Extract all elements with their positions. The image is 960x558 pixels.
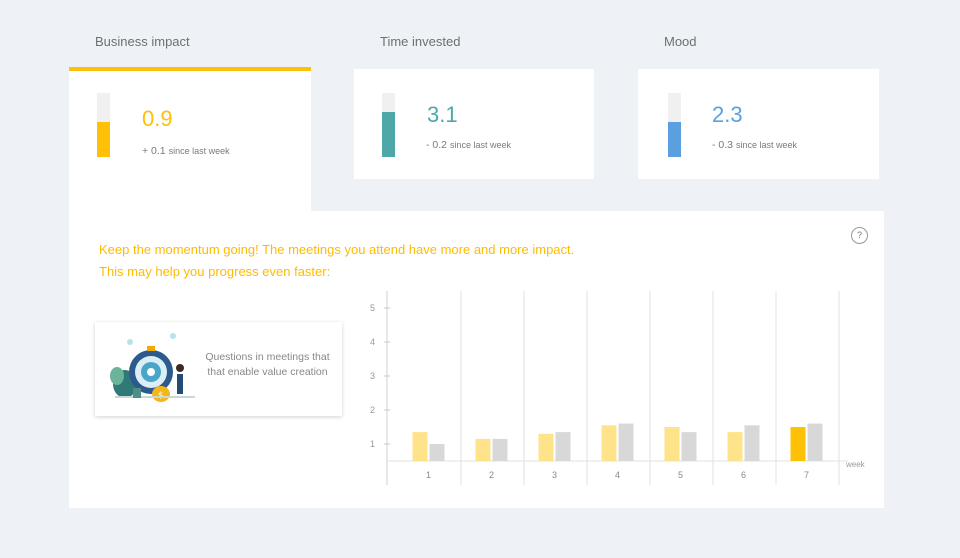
mood-value: 2.3 — [712, 102, 743, 127]
bar-comparison-week-1 — [429, 444, 445, 461]
bar-comparison-week-5 — [681, 432, 697, 461]
x-tick-label: 7 — [804, 470, 809, 480]
business-impact-meter-fill — [97, 121, 110, 157]
help-icon[interactable]: ? — [851, 227, 868, 244]
bar-current-week-6 — [727, 432, 743, 461]
bar-current-week-1 — [412, 432, 428, 461]
y-tick-label: 2 — [370, 405, 375, 415]
x-axis-label: week — [845, 460, 866, 469]
mood-meter — [668, 93, 681, 157]
y-tick-label: 4 — [370, 337, 375, 347]
bar-comparison-week-3 — [555, 432, 571, 461]
x-tick-label: 2 — [489, 470, 494, 480]
weekly-bar-chart: 1 2 3 4 5 1 2 3 4 5 6 7 week — [370, 291, 866, 485]
y-tick-label: 3 — [370, 371, 375, 381]
tab-time-invested[interactable]: Time invested — [380, 34, 461, 49]
bar-current-week-4 — [601, 425, 617, 461]
active-tab-indicator — [69, 67, 311, 71]
business-impact-delta: + 0.1 since last week — [142, 145, 230, 157]
business-impact-card[interactable]: 0.9 + 0.1 since last week — [69, 70, 311, 200]
time-invested-delta: - 0.2 since last week — [426, 139, 511, 151]
x-tick-label: 5 — [678, 470, 683, 480]
time-invested-meter-fill — [382, 112, 395, 157]
mood-meter-fill — [668, 121, 681, 157]
mood-card[interactable]: 2.3 - 0.3 since last week — [638, 69, 879, 179]
suggestion-card[interactable]: $ Questions in meetings that that enable… — [95, 322, 342, 416]
x-tick-label: 1 — [426, 470, 431, 480]
x-tick-label: 6 — [741, 470, 746, 480]
tab-mood[interactable]: Mood — [664, 34, 697, 49]
bar-comparison-week-6 — [744, 425, 760, 461]
mood-since: since last week — [735, 140, 797, 150]
mood-delta-value: - 0.3 — [712, 139, 734, 151]
x-tick-label: 4 — [615, 470, 620, 480]
y-tick-label: 5 — [370, 303, 375, 313]
bar-current-week-7 — [790, 427, 806, 461]
meeting-illustration: $ — [110, 333, 195, 402]
mood-delta: - 0.3 since last week — [712, 139, 797, 151]
bar-current-week-2 — [475, 438, 491, 461]
business-impact-meter — [97, 93, 110, 157]
time-invested-meter — [382, 93, 395, 157]
time-invested-card[interactable]: 3.1 - 0.2 since last week — [354, 69, 594, 179]
business-impact-since: since last week — [168, 146, 230, 156]
bar-current-week-3 — [538, 433, 554, 461]
business-impact-delta-value: + 0.1 — [142, 145, 166, 157]
momentum-message: Keep the momentum going! The meetings yo… — [99, 242, 575, 257]
bar-comparison-week-2 — [492, 438, 508, 461]
time-invested-since: since last week — [449, 140, 511, 150]
bar-comparison-week-4 — [618, 423, 634, 461]
bar-comparison-week-7 — [807, 423, 823, 461]
time-invested-value: 3.1 — [427, 102, 458, 127]
tab-business-impact[interactable]: Business impact — [95, 34, 190, 49]
y-tick-label: 1 — [370, 439, 375, 449]
progress-message: This may help you progress even faster: — [99, 264, 331, 279]
bar-current-week-5 — [664, 427, 680, 461]
suggestion-text: Questions in meetings that that enable v… — [205, 351, 330, 378]
x-tick-label: 3 — [552, 470, 557, 480]
time-invested-delta-value: - 0.2 — [426, 139, 448, 151]
business-impact-value: 0.9 — [142, 106, 173, 131]
